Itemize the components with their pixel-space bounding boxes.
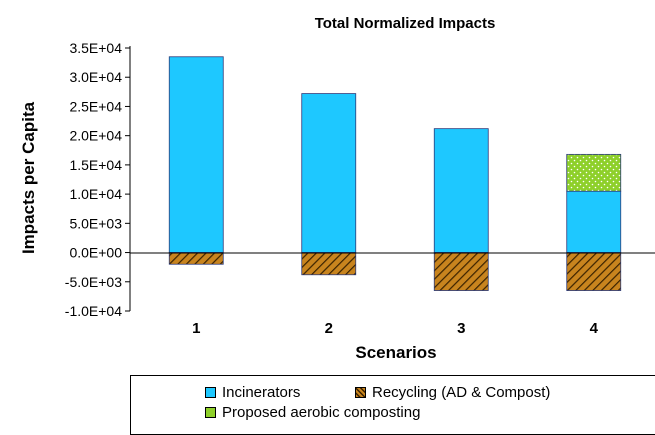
y-tick-label: 3.0E+04 [69,69,122,85]
y-tick-label: -1.0E+04 [65,303,122,319]
bar-recycling-scenario-1 [168,252,224,265]
chart-title: Total Normalized Impacts [315,15,496,32]
x-tick-label: 3 [457,320,465,337]
legend: Incinerators Recycling (AD & Compost) Pr… [130,375,655,435]
bar-recycling-scenario-4 [566,252,622,291]
x-axis-label: Scenarios [355,343,436,362]
y-tick-label: 5.0E+03 [69,215,122,231]
x-tick-label: 1 [192,320,200,337]
legend-label-aerobic-composting: Proposed aerobic composting [222,404,421,421]
bar-chart: Total Normalized Impacts 3.5E+04 3.0E+04 2… [19,15,655,362]
y-tick-label: 1.0E+04 [69,186,122,202]
legend-label-recycling: Recycling (AD & Compost) [372,384,551,401]
bar-aerobic-composting-scenario-4 [566,153,622,192]
y-tick-label: 3.5E+04 [69,40,122,56]
y-tick-label: 1.5E+04 [69,157,122,173]
bar-incinerators-scenario-4 [566,190,622,253]
legend-swatch-recycling [355,387,366,398]
y-tick-label: 0.0E+00 [69,245,122,261]
legend-swatch-aerobic-composting [205,407,216,418]
x-tick-label: 2 [325,320,333,337]
legend-swatch-incinerators [205,387,216,398]
bar-incinerators-scenario-1 [168,56,224,253]
y-tick-label: 2.5E+04 [69,98,122,114]
bar-recycling-scenario-2 [301,252,357,276]
y-tick-label: -5.0E+03 [65,274,122,290]
bar-incinerators-scenario-2 [301,93,357,253]
legend-item-recycling: Recycling (AD & Compost) [355,384,550,401]
bar-incinerators-scenario-3 [433,128,489,253]
bar-recycling-scenario-3 [433,252,489,291]
y-tick-label: 2.0E+04 [69,128,122,144]
legend-item-aerobic-composting: Proposed aerobic composting [205,404,420,421]
x-tick-label: 4 [590,320,599,337]
legend-item-incinerators: Incinerators [205,384,300,401]
legend-label-incinerators: Incinerators [222,384,301,401]
y-axis-label: Impacts per Capita [19,101,38,254]
